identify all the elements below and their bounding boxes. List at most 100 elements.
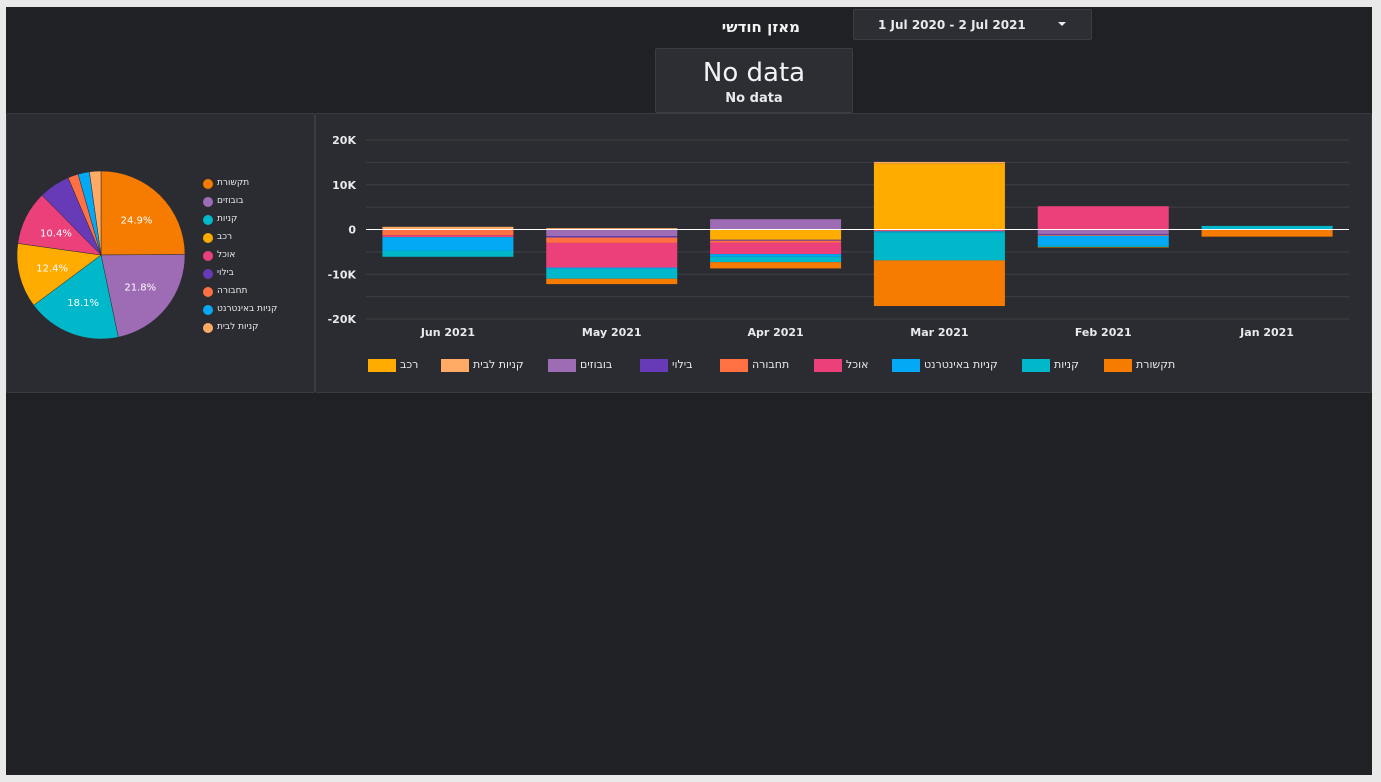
bar-segment[interactable] — [710, 219, 842, 230]
pie-chart-panel: 24.9% 21.8% 18.1% 12.4% 10.4% תקשורת בובוזים ק… — [6, 113, 315, 393]
legend-label: קניות לבית — [217, 322, 259, 332]
bar-segment[interactable] — [382, 235, 514, 238]
legend-dot — [203, 233, 213, 243]
pie-data-label: 21.8% — [124, 283, 156, 294]
bar-segment[interactable] — [546, 278, 678, 285]
legend-dot — [203, 215, 213, 225]
bar-segment[interactable] — [873, 232, 1005, 261]
bar-segment[interactable] — [546, 242, 678, 268]
bar-segment[interactable] — [873, 230, 1005, 232]
legend-label: בילוי — [672, 358, 693, 371]
pie-slice[interactable] — [33, 254, 119, 340]
bar-segment[interactable] — [1201, 225, 1333, 230]
pie-data-label: 24.9% — [121, 215, 153, 226]
pie-slice[interactable] — [100, 254, 186, 338]
legend-swatch — [368, 359, 396, 372]
legend-label: אוכל — [846, 358, 869, 371]
stacked-bar-chart[interactable]: 20K 10K 0 -10K -20K Jun 2021 May 2021 Apr 2021 M… — [316, 114, 1371, 354]
scorecard-value: No data — [702, 58, 806, 88]
bar-segment[interactable] — [382, 229, 514, 236]
bar-segment[interactable] — [710, 242, 842, 255]
pie-legend-item[interactable]: בובוזים — [203, 194, 293, 212]
bar-segment[interactable] — [710, 262, 842, 269]
y-tick-label: 10K — [332, 179, 356, 192]
bar-segment[interactable] — [1201, 229, 1333, 237]
legend-label: רכב — [400, 358, 419, 371]
pie-slice[interactable] — [16, 243, 102, 306]
x-tick-label: Mar 2021 — [910, 326, 968, 339]
y-tick-label: -20K — [328, 313, 357, 326]
date-range-picker[interactable]: 1 Jul 2020 - 2 Jul 2021 — [853, 9, 1092, 40]
bar-segment[interactable] — [1037, 229, 1169, 234]
legend-label: קניות באינטרנט — [217, 304, 278, 314]
bar-segment[interactable] — [382, 226, 514, 230]
bar-segment[interactable] — [546, 237, 678, 243]
y-tick-label: -10K — [328, 268, 357, 281]
bar-segment[interactable] — [1037, 246, 1169, 248]
bar-segment[interactable] — [710, 240, 842, 243]
y-tick-label: 20K — [332, 134, 356, 147]
bar-segment[interactable] — [546, 267, 678, 269]
bar-segment[interactable] — [1037, 206, 1169, 230]
legend-dot — [203, 305, 213, 315]
pie-slice[interactable] — [100, 170, 186, 256]
pie-legend-item[interactable]: תקשורת — [203, 176, 293, 194]
bar-segment[interactable] — [873, 163, 1005, 230]
legend-label: רכב — [217, 232, 233, 242]
bar-segment[interactable] — [1037, 233, 1169, 235]
legend-dot — [203, 269, 213, 279]
bar-segment[interactable] — [710, 254, 842, 257]
bar-segment[interactable] — [1037, 245, 1169, 247]
bar-segment[interactable] — [546, 236, 678, 238]
legend-label: אוכל — [217, 250, 236, 260]
x-tick-label: Jan 2021 — [1239, 326, 1294, 339]
pie-legend: תקשורת בובוזים קניות רכב אוכל בילוי תחבורה קניו… — [203, 176, 293, 338]
legend-label: תחבורה — [217, 286, 248, 296]
pie-slice[interactable] — [89, 170, 102, 256]
bar-segment[interactable] — [1037, 234, 1169, 236]
legend-label: קניות — [1054, 358, 1079, 371]
bar-segment[interactable] — [710, 256, 842, 263]
pie-legend-item[interactable]: קניות — [203, 212, 293, 230]
legend-dot — [203, 287, 213, 297]
legend-swatch — [640, 359, 668, 372]
legend-label: בובוזים — [217, 196, 244, 206]
legend-dot — [203, 179, 213, 189]
bar-segment[interactable] — [873, 260, 1005, 307]
legend-label: בילוי — [217, 268, 234, 278]
bar-segment[interactable] — [710, 229, 842, 240]
bar-segment[interactable] — [873, 231, 1005, 233]
date-range-value: 1 Jul 2020 - 2 Jul 2021 — [878, 18, 1026, 32]
pie-legend-item[interactable]: תחבורה — [203, 284, 293, 302]
legend-dot — [203, 323, 213, 333]
bar-chart-panel: 20K 10K 0 -10K -20K Jun 2021 May 2021 Apr 2021 M… — [315, 113, 1372, 393]
pie-legend-item[interactable]: רכב — [203, 230, 293, 248]
legend-label: תקשורת — [217, 178, 250, 188]
bar-segment[interactable] — [382, 250, 514, 257]
x-tick-label: May 2021 — [582, 326, 642, 339]
bar-segment[interactable] — [1037, 235, 1169, 246]
chevron-down-icon[interactable] — [1058, 22, 1066, 26]
x-tick-label: Jun 2021 — [420, 326, 475, 339]
legend-swatch — [720, 359, 748, 372]
legend-swatch — [814, 359, 842, 372]
x-tick-label: Feb 2021 — [1075, 326, 1132, 339]
bar-segment[interactable] — [546, 268, 678, 279]
legend-dot — [203, 251, 213, 261]
pie-legend-item[interactable]: בילוי — [203, 266, 293, 284]
bar-segment[interactable] — [382, 237, 514, 251]
legend-swatch — [1022, 359, 1050, 372]
x-tick-label: Apr 2021 — [747, 326, 803, 339]
pie-legend-item[interactable]: קניות לבית — [203, 320, 293, 338]
pie-legend-item[interactable]: אוכל — [203, 248, 293, 266]
bar-segment[interactable] — [546, 229, 678, 237]
pie-data-label: 10.4% — [40, 228, 72, 239]
pie-chart[interactable]: 24.9% 21.8% 18.1% 12.4% 10.4% — [7, 114, 197, 384]
scorecard-label: No data — [725, 91, 783, 106]
bar-segment[interactable] — [710, 239, 842, 241]
legend-label: תקשורת — [1136, 358, 1176, 371]
pie-legend-item[interactable]: קניות באינטרנט — [203, 302, 293, 320]
legend-swatch — [1104, 359, 1132, 372]
bar-segment[interactable] — [873, 161, 1005, 164]
bar-segment[interactable] — [546, 228, 678, 230]
